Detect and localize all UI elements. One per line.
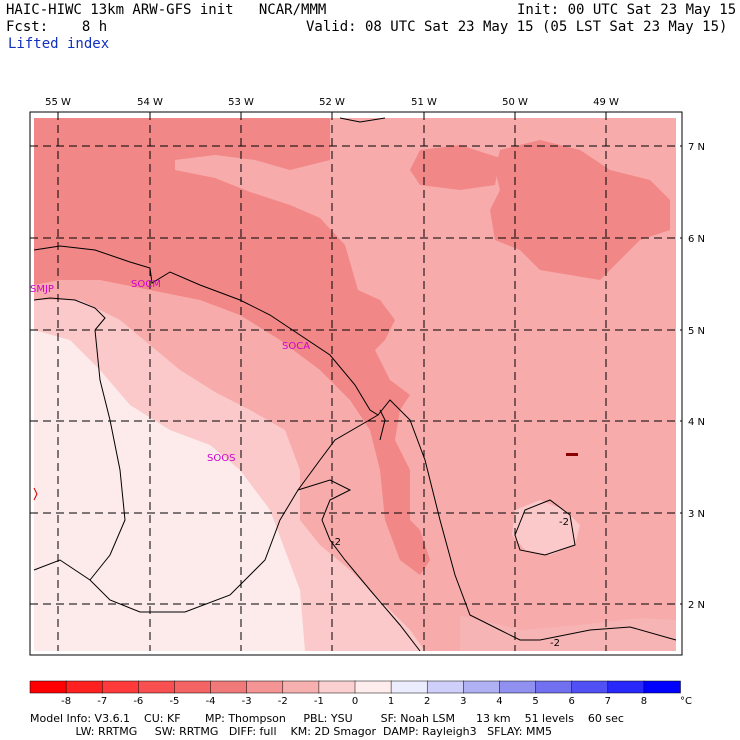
colorbar-tick-label: -8 [61,696,71,707]
lon-label: 53 W [228,97,254,108]
lon-label: 51 W [411,97,437,108]
lon-labels: 55 W 54 W 53 W 52 W 51 W 50 W 49 W [45,97,619,108]
map-frame [29,111,683,656]
colorbar-swatch [210,680,248,694]
station-soca: SOCA [282,341,310,352]
colorbar-tick-label: -3 [242,696,252,707]
colorbar-swatch [101,680,140,694]
river [379,409,386,441]
colorbar-tick-label: 2 [424,696,430,707]
footer-line-1: Model Info: V3.6.1 CU: KF MP: Thompson P… [30,712,624,725]
model-name: HAIC-HIWC 13km ARW-GFS init [6,2,234,18]
colorbar-tick-label: -4 [206,696,216,707]
colorbar-swatch [282,680,320,694]
contour-top [339,117,386,123]
station-labels: SMJP SOCM SOCA SOOS [30,279,310,464]
colorbar-swatch [643,680,681,694]
footer-line-2: LW: RRTMG SW: RRTMG DIFF: full KM: 2D Sm… [30,725,552,738]
forecast-hour: Fcst: 8 h [6,19,107,35]
colorbar-unit: °C [680,696,692,707]
contour-label: -2 [550,638,560,649]
contour-label: -2 [331,537,341,548]
shade-minus1 [34,330,305,651]
lifted-index-shading [34,118,676,651]
border-northwest [33,297,106,331]
coastline [33,245,677,641]
border-west [89,329,126,581]
colorbar-swatch [463,680,501,694]
lat-label: 4 N [688,417,705,428]
contour-labels: -2 -2 -2 [331,517,569,649]
lon-label: 54 W [137,97,163,108]
colorbar-tick-label: -2 [278,696,288,707]
org-name: NCAR/MMM [258,2,327,18]
fcst-label: Fcst: [6,19,49,35]
lon-label: 55 W [45,97,71,108]
shade-minus2-patch [512,500,580,555]
colorbar-swatch [571,680,609,694]
colorbar-tick-label: 6 [568,696,574,707]
colorbar-tick-label: 3 [460,696,466,707]
colorbar-swatch [138,680,176,694]
model-title: HAIC-HIWC 13km ARW-GFS init NCAR/MMM [6,2,326,18]
station-socm: SOCM [131,279,161,290]
colorbar [29,680,681,694]
shade-minus4 [34,118,430,575]
colorbar-swatch [29,680,67,694]
lat-label: 3 N [688,509,705,520]
station-soos: SOOS [207,453,235,464]
contour-label: -2 [559,517,569,528]
contour-fragment-west [33,487,38,501]
colorbar-tick-label: -7 [97,696,107,707]
colorbar-tick-label: 0 [352,696,358,707]
lon-label: 50 W [502,97,528,108]
lat-label: 2 N [688,600,705,611]
colorbar-swatch [426,680,465,694]
colorbar-tick-label: 8 [641,696,647,707]
colorbar-swatch [65,680,103,694]
lat-label: 6 N [688,234,705,245]
colorbar-tick-label: -5 [169,696,179,707]
shade-south-strip [460,615,676,651]
colorbar-tick-label: 4 [496,696,502,707]
valid-time: Valid: 08 UTC Sat 23 May 15 (05 LST Sat … [306,19,728,35]
contour-fragment [566,453,578,456]
contour-minus2 [297,479,421,652]
coastlines [33,117,677,652]
lon-label: 49 W [593,97,619,108]
colorbar-swatch [390,680,428,694]
lon-label: 52 W [319,97,345,108]
contour-closed [514,499,576,556]
field-name: Lifted index [8,36,110,52]
colorbar-swatch [607,680,645,694]
lat-labels: 7 N 6 N 5 N 4 N 3 N 2 N [688,142,705,611]
colorbar-swatch [499,680,537,694]
colorbar-tick-label: 7 [605,696,611,707]
station-smjp: SMJP [30,284,54,295]
colorbar-swatch [535,680,573,694]
shade-minus4-patch [410,145,500,190]
fcst-value: 8 h [81,19,108,35]
colorbar-ticks: -8 -7 -6 -5 -4 -3 -2 -1 0 1 2 3 4 5 6 7 8 [61,696,647,707]
colorbar-tick-label: -1 [314,696,324,707]
lat-label: 5 N [688,326,705,337]
colorbar-tick-label: 1 [388,696,394,707]
shade-minus4-east [490,140,670,280]
colorbar-swatch [174,680,212,694]
colorbar-swatch [354,680,392,694]
lat-label: 7 N [688,142,705,153]
init-time: Init: 00 UTC Sat 23 May 15 [517,2,737,18]
colorbar-tick-label: -6 [133,696,143,707]
colorbar-swatch [318,680,356,694]
colorbar-swatch [246,680,284,694]
colorbar-tick-label: 5 [532,696,538,707]
graticule [30,112,682,651]
